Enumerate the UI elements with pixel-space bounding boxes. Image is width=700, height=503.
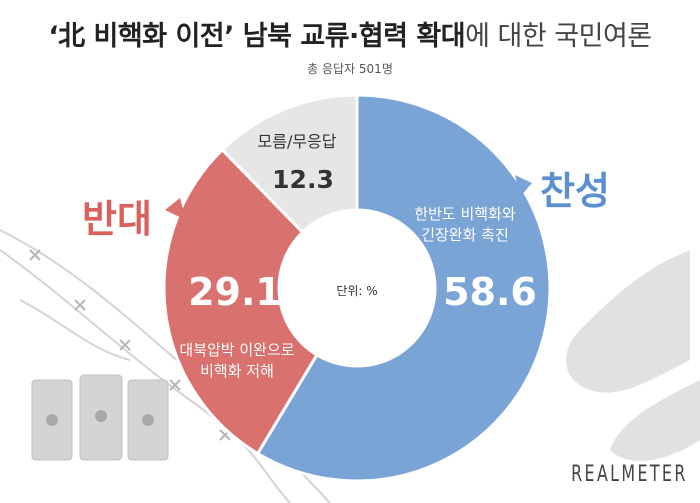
disagree-description: 대북압박 이완으로 비핵화 저해 — [172, 340, 302, 382]
title-rest-part: 에 대한 국민여론 — [465, 21, 652, 52]
agree-callout-pointer — [515, 175, 532, 197]
disagree-description-line-2: 비핵화 저해 — [200, 362, 274, 380]
title-bold-part: ‘北 비핵화 이전’ 남북 교류·협력 확대 — [48, 21, 466, 52]
agree-description-line-1: 한반도 비핵화와 — [414, 205, 516, 223]
slice-value-disagree: 29.1 — [188, 270, 282, 314]
disagree-callout-pointer — [165, 198, 186, 220]
respondents-note: 총 응답자 501명 — [307, 62, 393, 76]
agree-category-label: 찬성 — [540, 169, 610, 213]
realmeter-logo: REALMETER — [571, 462, 688, 487]
unit-label: 단위: % — [336, 284, 378, 298]
disagree-description-line-1: 대북압박 이완으로 — [179, 341, 295, 359]
disagree-category-label: 반대 — [82, 197, 152, 241]
agree-description-line-2: 긴장완화 촉진 — [421, 226, 509, 244]
slice-label-unknown: 모름/무응답 — [257, 132, 337, 151]
slice-value-unknown: 12.3 — [272, 165, 334, 194]
slice-value-agree: 58.6 — [443, 270, 537, 314]
chart-title: ‘北 비핵화 이전’ 남북 교류·협력 확대에 대한 국민여론 — [0, 14, 700, 53]
agree-description: 한반도 비핵화와 긴장완화 촉진 — [405, 204, 525, 246]
donut-hole — [279, 210, 435, 366]
